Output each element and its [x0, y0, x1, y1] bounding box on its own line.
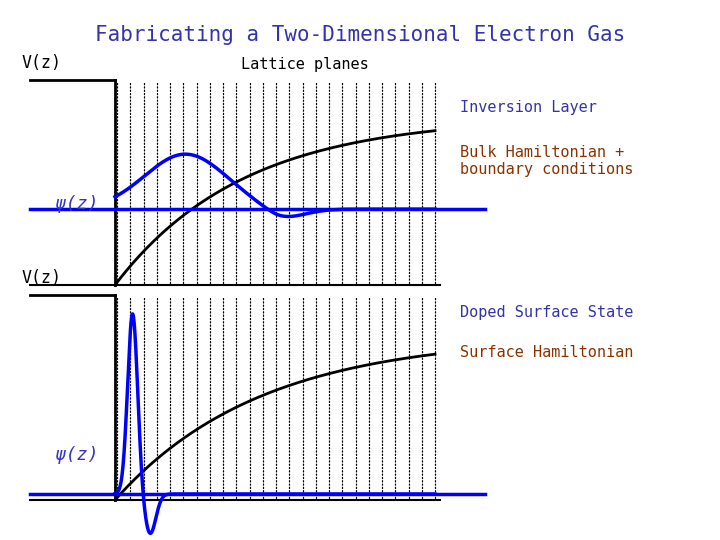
Text: Inversion Layer: Inversion Layer: [460, 100, 597, 115]
Text: ψ(z): ψ(z): [55, 446, 99, 464]
Text: Bulk Hamiltonian +
boundary conditions: Bulk Hamiltonian + boundary conditions: [460, 145, 634, 178]
Text: V(z): V(z): [22, 54, 62, 72]
Text: ψ(z): ψ(z): [55, 195, 99, 213]
Text: Doped Surface State: Doped Surface State: [460, 305, 634, 320]
Text: Fabricating a Two-Dimensional Electron Gas: Fabricating a Two-Dimensional Electron G…: [95, 25, 625, 45]
Text: V(z): V(z): [22, 269, 62, 287]
Text: Lattice planes: Lattice planes: [241, 57, 369, 72]
Text: Surface Hamiltonian: Surface Hamiltonian: [460, 345, 634, 360]
